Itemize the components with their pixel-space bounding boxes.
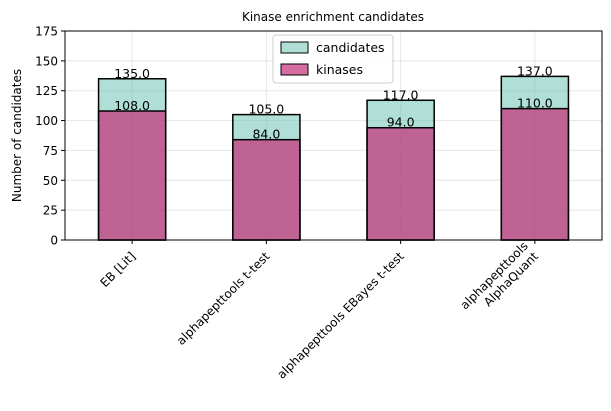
bar-value-label: 117.0 xyxy=(383,87,419,102)
bar-value-label: 94.0 xyxy=(387,115,415,130)
legend: candidates kinases xyxy=(272,34,394,84)
bar-kinases xyxy=(97,110,167,241)
y-tick-label: 175 xyxy=(35,25,58,39)
y-tick-label: 100 xyxy=(35,114,58,128)
y-tick-label: 50 xyxy=(43,174,58,188)
bar-kinases xyxy=(366,126,435,241)
x-tick-label: EB [Lit] xyxy=(97,249,138,290)
y-tick-label: 125 xyxy=(35,84,58,98)
bar-kinases xyxy=(500,107,570,241)
bar-value-label: 105.0 xyxy=(248,102,284,117)
y-tick-label: 25 xyxy=(43,204,58,218)
y-tick-label: 75 xyxy=(43,144,58,158)
legend-label: candidates xyxy=(316,40,385,55)
bar-value-labels: 135.0 105.0 117.0 137.0 108.0 84.0 94.0 110.0 xyxy=(114,63,553,141)
x-axis: EB [Lit] alphapepttools t-test alphapeptto… xyxy=(97,239,541,382)
chart-title: Kinase enrichment candidates xyxy=(242,10,424,24)
plot-frame xyxy=(64,30,603,241)
legend-label: kinases xyxy=(316,62,363,77)
x-tick-label-line: EB [Lit] xyxy=(97,249,138,290)
x-tick-label-line: alphapepttools t-test xyxy=(174,249,273,348)
x-tick-label: alphapepttoolsAlphaQuant xyxy=(458,239,542,323)
legend-swatch-kinases xyxy=(280,63,309,76)
bar-value-label: 110.0 xyxy=(517,96,553,111)
legend-swatch-candidates xyxy=(280,41,309,54)
y-axis-label: Number of candidates xyxy=(10,69,24,202)
bar-kinases xyxy=(232,138,301,241)
y-tick-label: 150 xyxy=(35,54,58,68)
bar-value-label: 137.0 xyxy=(517,63,553,78)
bars xyxy=(97,75,570,241)
bar-value-label: 108.0 xyxy=(114,98,150,113)
x-tick-label-line: alphapepttools EBayes t-test xyxy=(274,249,407,382)
x-tick-label: alphapepttools EBayes t-test xyxy=(274,249,407,382)
y-tick-label: 0 xyxy=(50,234,58,248)
x-tick-label: alphapepttools t-test xyxy=(174,249,273,348)
bar-value-label: 135.0 xyxy=(114,66,150,81)
bar-value-label: 84.0 xyxy=(252,127,280,142)
y-axis: 0 25 50 75 100 125 150 175 xyxy=(35,25,65,248)
